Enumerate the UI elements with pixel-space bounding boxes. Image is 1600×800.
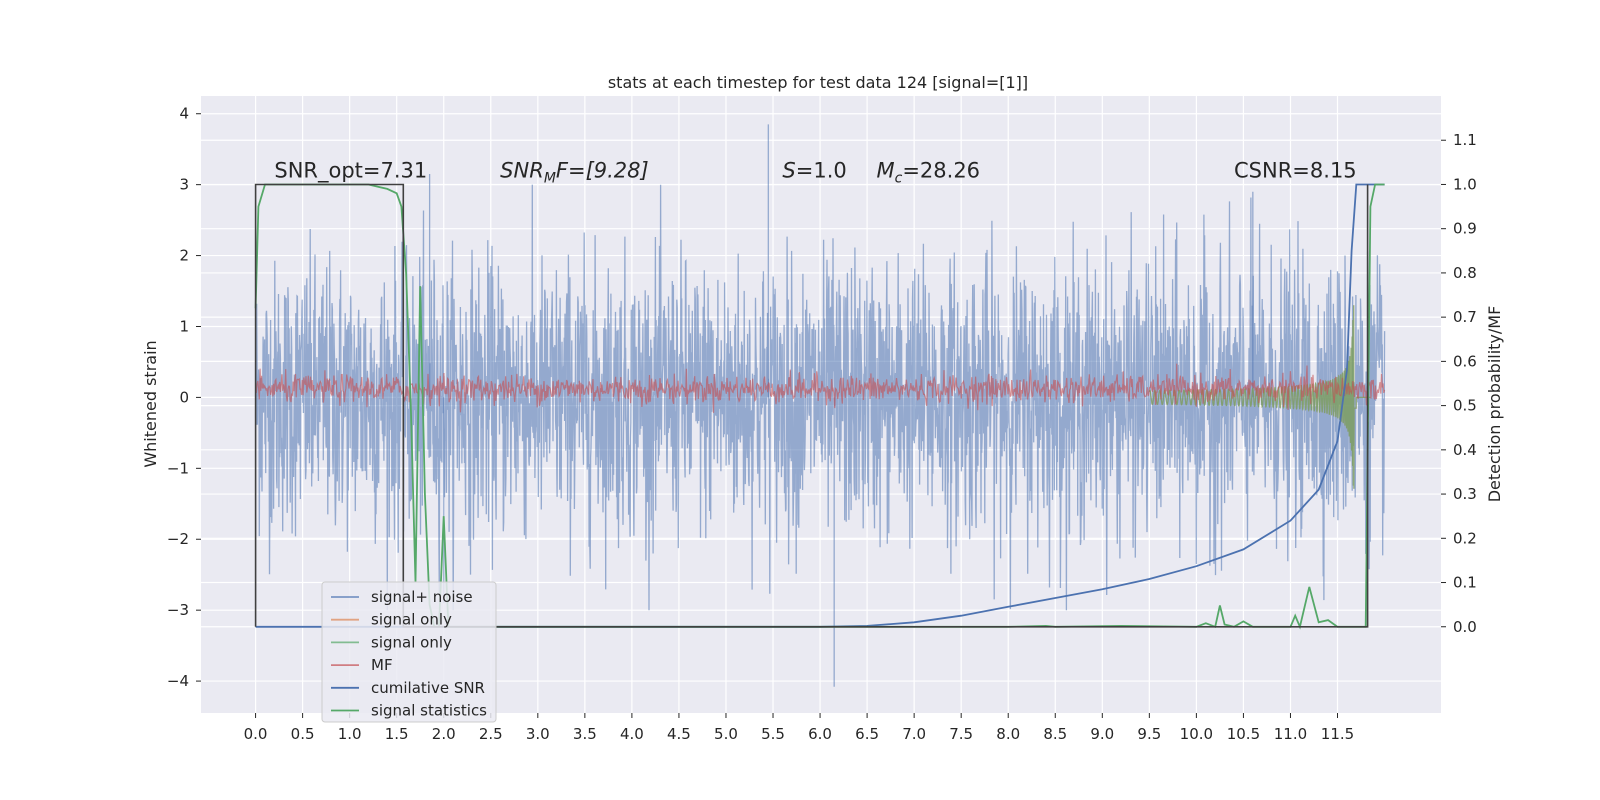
x-tick-label-3: 1.5 [385,725,409,743]
annotation-snr-opt: SNR_opt=7.31 [274,159,427,184]
legend: signal+ noise signal only signal only MF cum… [321,581,497,723]
right-tick-label-6: 0.5 [1453,397,1477,415]
annotation-snr-mf: SNRMF=[9.28] [500,159,649,187]
right-tick-label-9: 0.2 [1453,529,1477,547]
right-tick-label-4: 0.7 [1453,308,1477,326]
right-tick-label-3: 0.8 [1453,264,1477,282]
left-tick-label-7: −3 [167,601,189,619]
x-tick-label-18: 9.0 [1090,725,1114,743]
annotation-snr-mf-prefix: SNR [500,159,544,183]
x-tick-label-23: 11.5 [1321,725,1354,743]
annotation-s-variable: S [782,159,795,183]
series-3-mf-line [255,363,1386,413]
annotation-mc: Mc=28.26 [877,159,981,187]
annotation-csnr: CSNR=8.15 [1234,159,1357,183]
x-tick-label-7: 3.5 [573,725,597,743]
legend-label-3: MF [371,656,393,674]
x-tick-label-20: 10.0 [1180,725,1213,743]
x-axis-ticks: 0.0 0.5 1.0 1.5 2.0 2.5 3.0 3.5 4.0 4.5 5.0 5.5 6.0 6… [244,713,1354,743]
right-tick-label-1: 1.0 [1453,175,1477,193]
series-4-cumilative-snr-line [255,183,1385,628]
legend-box [321,581,497,723]
x-tick-label-8: 4.0 [620,725,644,743]
x-tick-label-14: 7.0 [902,725,926,743]
x-tick-label-9: 4.5 [667,725,691,743]
annotation-snr-mf-suffix: F=[9.28] [556,159,649,183]
right-axis-ticks: 1.1 1.0 0.9 0.8 0.7 0.6 0.5 0.4 0.3 0.2 0.1 0.0 [1441,131,1477,636]
left-tick-label-6: −2 [167,530,189,548]
left-tick-label-3: 1 [179,317,189,335]
right-tick-label-10: 0.1 [1453,574,1477,592]
annotations: SNR_opt=7.31 SNRMF=[9.28] S=1.0 Mc=28.26… [274,159,1356,187]
legend-label-5: signal statistics [371,702,487,720]
x-tick-label-10: 5.0 [714,725,738,743]
legend-label-4: cumilative SNR [371,679,485,697]
right-tick-label-5: 0.6 [1453,352,1477,370]
x-tick-label-17: 8.5 [1043,725,1067,743]
annotation-s-value: =1.0 [796,159,847,183]
x-tick-label-19: 9.5 [1137,725,1161,743]
x-tick-label-5: 2.5 [479,725,503,743]
left-tick-label-4: 0 [179,388,189,406]
left-axis-ticks: 4 3 2 1 0 −1 −2 −3 −4 [167,105,201,690]
left-tick-label-1: 3 [179,176,189,194]
x-tick-label-16: 8.0 [996,725,1020,743]
series-6-window-line [254,183,1369,628]
annotation-mc-value: =28.26 [902,159,980,183]
x-tick-label-21: 10.5 [1227,725,1260,743]
x-tick-label-15: 7.5 [949,725,973,743]
x-tick-label-6: 3.0 [526,725,550,743]
x-tick-label-11: 5.5 [761,725,785,743]
x-tick-label-22: 11.0 [1274,725,1307,743]
right-tick-label-0: 1.1 [1453,131,1477,149]
right-tick-label-2: 0.9 [1453,220,1477,238]
annotation-s: S=1.0 [782,159,846,183]
left-tick-label-8: −4 [167,672,189,690]
legend-label-0: signal+ noise [371,588,473,606]
y-axis-label-right: Detection probability/MF [1485,306,1504,503]
annotation-snr-mf-subscript: M [544,171,556,187]
y-axis-label-left: Whitened strain [141,340,160,467]
x-tick-label-1: 0.5 [291,725,315,743]
x-tick-label-13: 6.5 [855,725,879,743]
series-layer [254,124,1386,687]
legend-label-2: signal only [371,633,452,651]
left-tick-label-0: 4 [179,105,189,123]
right-tick-label-8: 0.3 [1453,485,1477,503]
right-tick-label-11: 0.0 [1453,618,1477,636]
annotation-mc-subscript: c [895,171,903,187]
legend-label-1: signal only [371,611,452,629]
right-tick-label-7: 0.4 [1453,441,1477,459]
x-tick-label-12: 6.0 [808,725,832,743]
x-tick-label-4: 2.0 [432,725,456,743]
annotation-mc-variable: M [877,159,895,183]
x-tick-label-0: 0.0 [244,725,268,743]
left-tick-label-5: −1 [167,459,189,477]
chart-title: stats at each timestep for test data 124… [608,73,1028,92]
x-tick-label-2: 1.0 [338,725,362,743]
left-tick-label-2: 2 [179,247,189,265]
